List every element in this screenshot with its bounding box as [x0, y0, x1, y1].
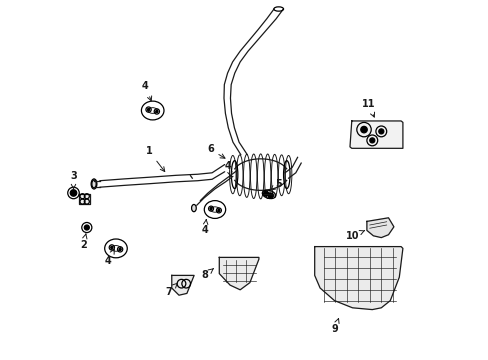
Circle shape — [369, 138, 374, 143]
Ellipse shape — [191, 204, 196, 212]
Polygon shape — [219, 257, 258, 290]
Circle shape — [155, 110, 158, 113]
Text: 3: 3 — [70, 171, 77, 189]
Circle shape — [378, 129, 383, 134]
Polygon shape — [171, 275, 194, 295]
Circle shape — [217, 210, 220, 211]
Polygon shape — [366, 218, 393, 238]
Polygon shape — [79, 194, 90, 204]
Circle shape — [268, 193, 273, 198]
Text: 1: 1 — [145, 146, 164, 171]
Circle shape — [209, 208, 212, 210]
Circle shape — [84, 225, 89, 230]
Polygon shape — [349, 121, 402, 148]
Text: 4: 4 — [201, 220, 208, 235]
Text: 4: 4 — [104, 249, 114, 266]
Text: 7: 7 — [165, 283, 177, 297]
Text: 10: 10 — [345, 230, 364, 241]
Text: 9: 9 — [330, 319, 338, 334]
Text: 4: 4 — [224, 161, 232, 176]
Circle shape — [147, 108, 149, 111]
Text: 5: 5 — [270, 179, 282, 190]
Circle shape — [70, 190, 77, 196]
Text: 8: 8 — [201, 269, 213, 280]
Circle shape — [263, 191, 268, 196]
Circle shape — [110, 246, 113, 249]
Circle shape — [119, 248, 121, 251]
Circle shape — [360, 126, 366, 133]
Text: 4: 4 — [142, 81, 151, 101]
Ellipse shape — [92, 180, 96, 188]
Text: 11: 11 — [361, 99, 375, 117]
Text: 6: 6 — [206, 144, 224, 158]
Text: 2: 2 — [80, 234, 87, 250]
Polygon shape — [314, 247, 402, 310]
